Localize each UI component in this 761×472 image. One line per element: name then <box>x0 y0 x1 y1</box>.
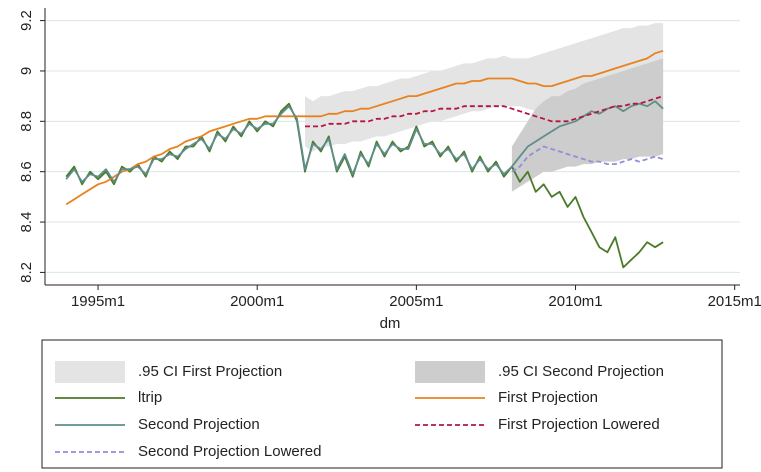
x-tick-label: 2010m1 <box>548 293 602 310</box>
x-tick-label: 1995m1 <box>71 293 125 310</box>
series-line <box>65 49 664 206</box>
legend-label: .95 CI Second Projection <box>498 363 664 380</box>
y-tick-label: 8.4 <box>18 212 35 233</box>
legend-swatch <box>415 361 485 383</box>
x-tick-label: 2005m1 <box>389 293 443 310</box>
legend-label: First Projection <box>498 389 598 406</box>
y-tick-label: 8.2 <box>18 262 35 283</box>
legend-label: .95 CI First Projection <box>138 363 282 380</box>
ci-band <box>511 58 664 192</box>
legend-label: Second Projection Lowered <box>138 443 321 460</box>
y-tick-label: 8.8 <box>18 111 35 132</box>
ci-band <box>305 23 664 152</box>
series-line <box>65 100 664 183</box>
series-line <box>511 145 664 173</box>
legend-box <box>41 339 723 469</box>
series-line <box>305 95 664 128</box>
legend-label: First Projection Lowered <box>498 416 660 433</box>
legend-swatch <box>55 361 125 383</box>
x-tick-label: 2015m1 <box>708 293 761 310</box>
y-tick-label: 9.2 <box>18 10 35 31</box>
x-axis-label: dm <box>380 315 401 332</box>
legend-label: ltrip <box>138 389 162 406</box>
y-tick-label: 9 <box>18 67 35 75</box>
legend-label: Second Projection <box>138 416 260 433</box>
y-tick-label: 8.6 <box>18 161 35 182</box>
x-tick-label: 2000m1 <box>230 293 284 310</box>
